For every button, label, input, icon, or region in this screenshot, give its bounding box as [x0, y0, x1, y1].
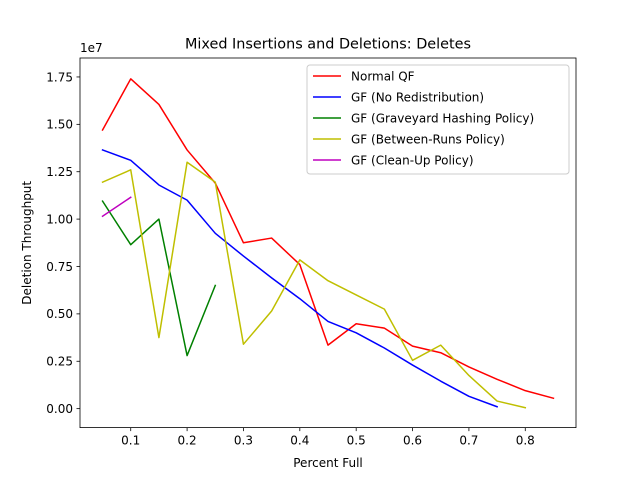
legend-label-4: GF (Clean-Up Policy): [351, 153, 474, 167]
chart-title: Mixed Insertions and Deletions: Deletes: [185, 37, 471, 53]
legend: Normal QF GF (No Redistribution) GF (Grave…: [306, 64, 570, 175]
legend-label-1: GF (No Redistribution): [351, 90, 484, 104]
y-tick-label: 1.75: [46, 70, 73, 84]
x-axis-ticks: 0.1 0.2 0.3 0.4 0.5 0.6 0.7 0.8: [121, 427, 535, 448]
x-tick-label: 0.2: [178, 434, 197, 448]
series-line-3: [101, 161, 527, 409]
legend-label-3: GF (Between-Runs Policy): [351, 132, 505, 146]
series-line-1: [101, 148, 499, 408]
y-axis-ticks: 0.00 0.25 0.50 0.75 1.00 1.25 1.50 1.75: [46, 70, 80, 416]
y-tick-label: 0.75: [46, 260, 73, 274]
y-scale-label: 1e7: [80, 41, 103, 55]
legend-label-2: GF (Graveyard Hashing Policy): [351, 111, 534, 125]
x-axis-label: Percent Full: [293, 456, 363, 470]
legend-label-0: Normal QF: [351, 69, 415, 83]
legend-frame: [306, 64, 570, 175]
x-tick-label: 0.3: [234, 434, 253, 448]
x-tick-label: 0.5: [347, 434, 366, 448]
x-tick-label: 0.4: [290, 434, 309, 448]
y-tick-label: 1.50: [46, 118, 73, 132]
y-tick-label: 0.50: [46, 307, 73, 321]
y-tick-label: 0.00: [46, 402, 73, 416]
y-axis-label: Deletion Throughput: [20, 181, 34, 305]
x-tick-label: 0.6: [403, 434, 422, 448]
y-tick-label: 1.00: [46, 212, 73, 226]
series-line-2: [101, 200, 217, 357]
series-line-0: [101, 78, 555, 400]
y-tick-label: 0.25: [46, 355, 73, 369]
y-tick-label: 1.25: [46, 165, 73, 179]
series-layer: [101, 78, 555, 409]
x-tick-label: 0.8: [516, 434, 535, 448]
x-tick-label: 0.1: [121, 434, 140, 448]
plot-frame: [79, 57, 577, 429]
x-tick-label: 0.7: [459, 434, 478, 448]
series-line-4: [101, 196, 132, 218]
